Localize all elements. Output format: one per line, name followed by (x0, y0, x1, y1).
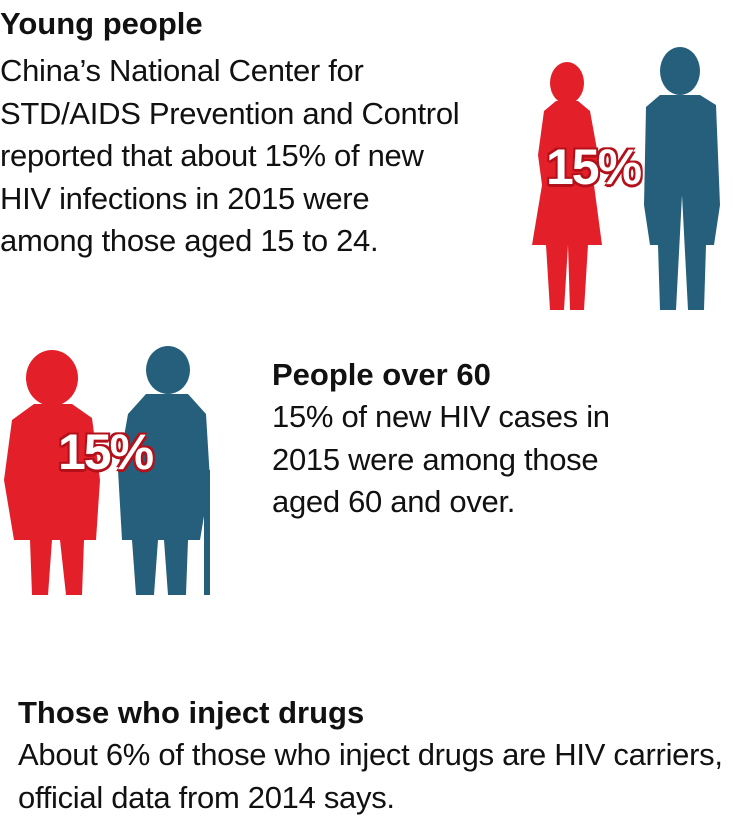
section-body: 15% of new HIV cases in 2015 were among … (272, 399, 610, 519)
section-body: China’s National Center for STD/AIDS Pre… (0, 53, 460, 258)
section-title: Those who inject drugs (18, 695, 365, 730)
elderly-couple-icon (4, 346, 210, 595)
stat-label: 15% (546, 139, 642, 195)
section-title: People over 60 (272, 357, 491, 392)
young-couple-icon (532, 47, 720, 310)
section-title: Young people (0, 6, 203, 41)
stat-label: 15% (58, 424, 154, 480)
section-body: About 6% of those who inject drugs are H… (18, 737, 723, 815)
